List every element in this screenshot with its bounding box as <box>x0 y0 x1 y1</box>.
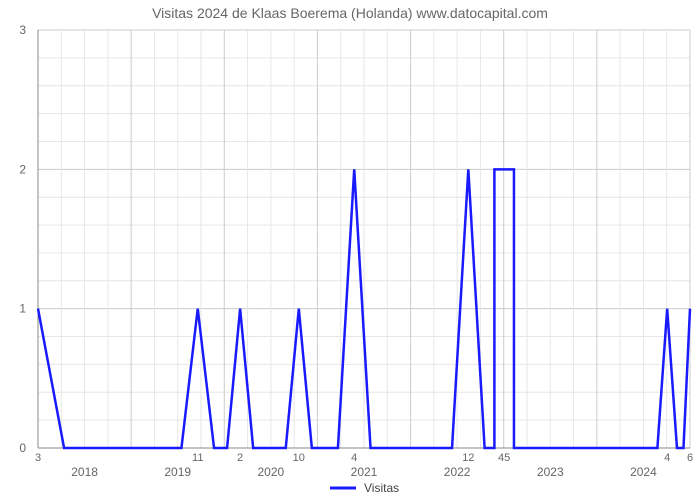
chart-title: Visitas 2024 de Klaas Boerema (Holanda) … <box>152 5 548 21</box>
point-annotation: 6 <box>687 452 693 464</box>
y-tick-label: 2 <box>19 162 26 176</box>
point-annotation: 2 <box>237 452 243 464</box>
point-annotation: 4 <box>351 452 357 464</box>
x-year-label: 2018 <box>71 465 98 479</box>
legend-label: Visitas <box>364 481 399 495</box>
x-year-label: 2022 <box>444 465 471 479</box>
chart-container: Visitas 2024 de Klaas Boerema (Holanda) … <box>0 0 700 500</box>
x-year-label: 2019 <box>164 465 191 479</box>
point-annotation: 10 <box>293 452 305 464</box>
x-year-label: 2021 <box>351 465 378 479</box>
x-year-label: 2020 <box>258 465 285 479</box>
y-tick-label: 3 <box>19 23 26 37</box>
point-annotation: 45 <box>498 452 510 464</box>
chart-svg: Visitas 2024 de Klaas Boerema (Holanda) … <box>0 0 700 500</box>
point-annotation: 4 <box>664 452 670 464</box>
y-tick-label: 1 <box>19 302 26 316</box>
point-annotation: 11 <box>192 452 203 464</box>
x-year-label: 2024 <box>630 465 657 479</box>
y-tick-label: 0 <box>19 441 26 455</box>
point-annotation: 12 <box>462 452 474 464</box>
point-annotation: 3 <box>35 452 41 464</box>
x-year-label: 2023 <box>537 465 564 479</box>
